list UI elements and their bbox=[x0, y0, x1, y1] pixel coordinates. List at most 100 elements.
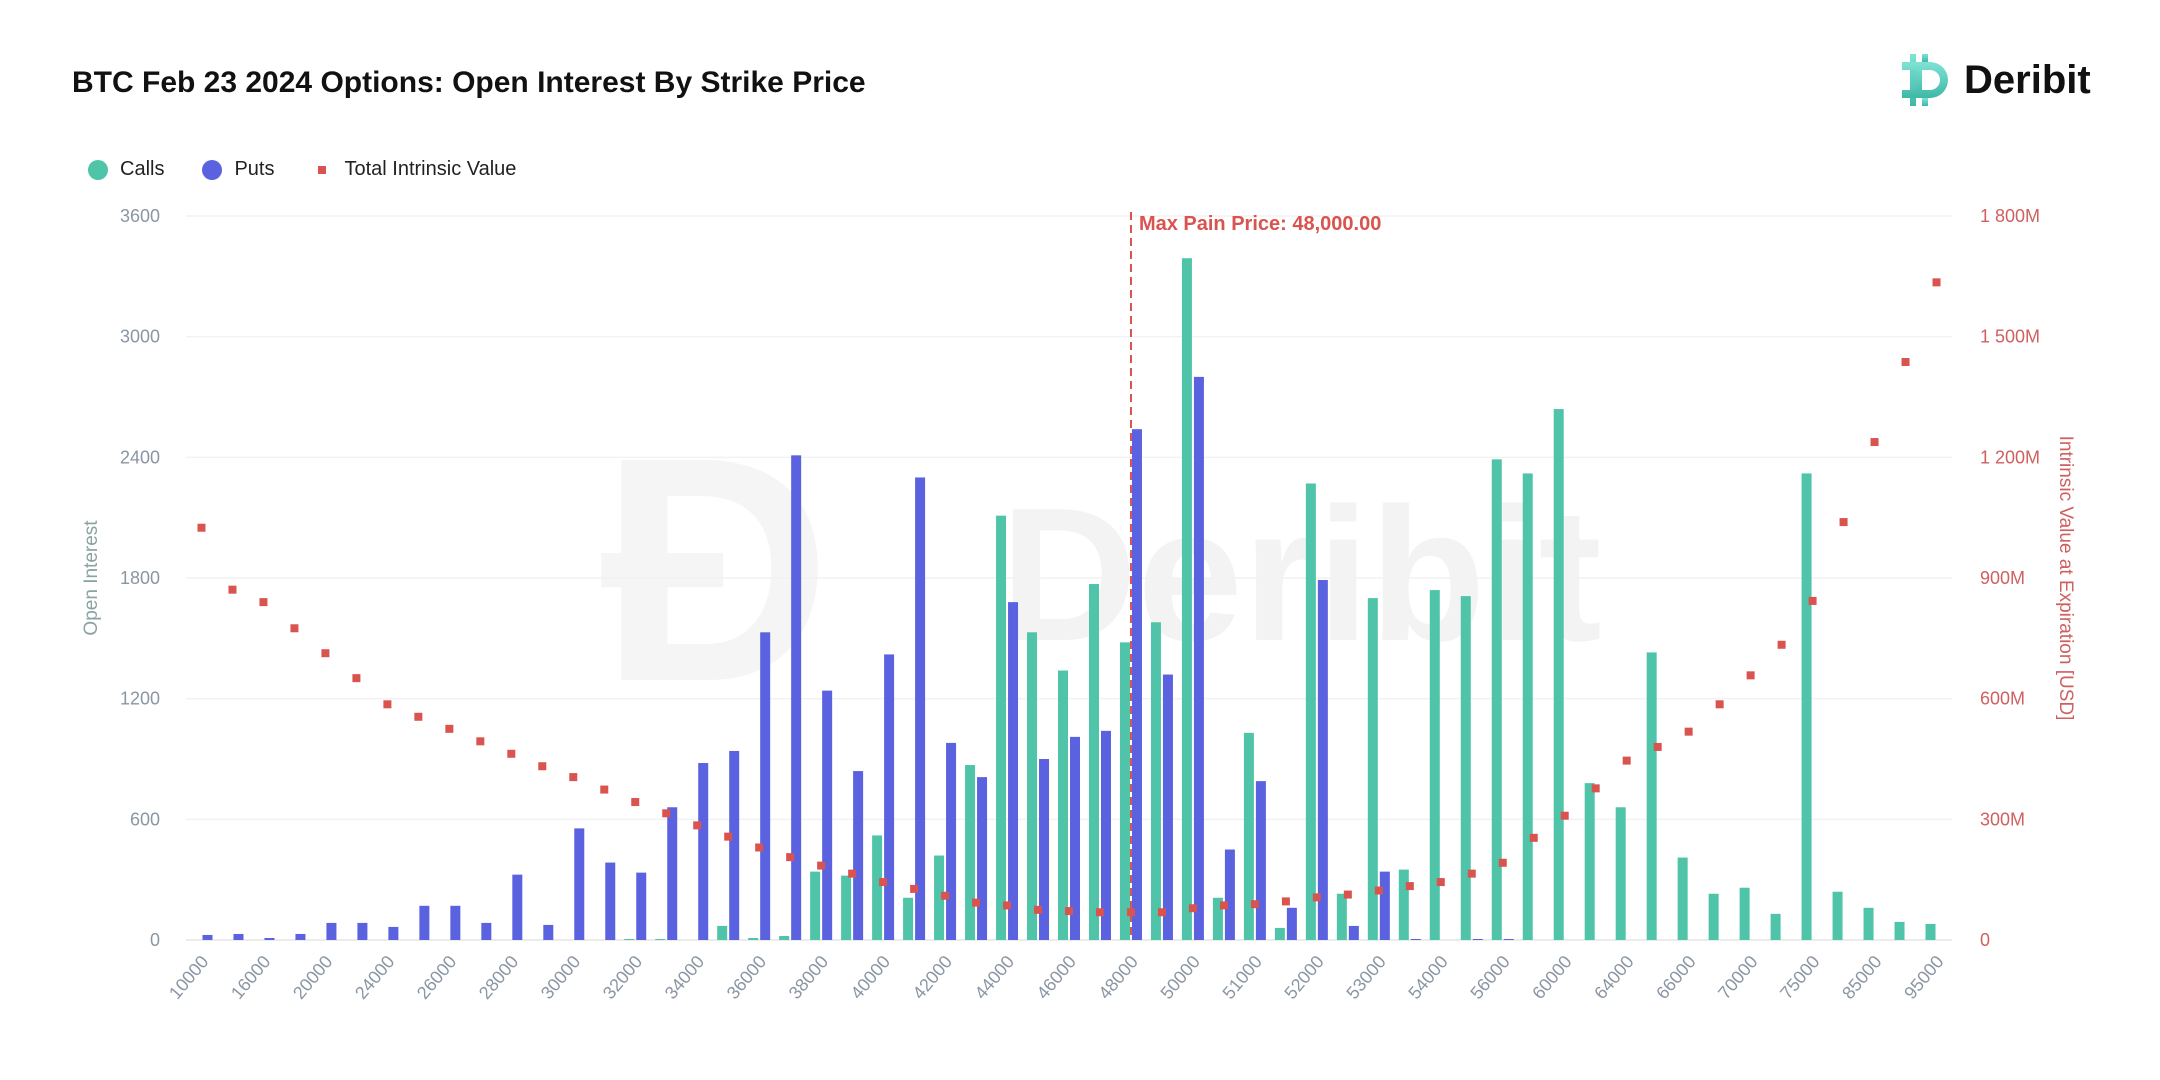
x-tick-label: 16000 bbox=[227, 952, 275, 1003]
bar-calls-66000 bbox=[1677, 857, 1688, 940]
bar-puts-15000 bbox=[233, 933, 244, 940]
x-tick-label: 44000 bbox=[971, 952, 1019, 1003]
x-tick-label: 46000 bbox=[1033, 952, 1081, 1003]
y-axis-title: Open Interest bbox=[81, 520, 102, 636]
bar-puts-51000 bbox=[1255, 781, 1266, 940]
x-tick-label: 51000 bbox=[1218, 952, 1266, 1003]
y2-tick-label: 0 bbox=[1980, 930, 1990, 950]
bar-calls-53000 bbox=[1367, 598, 1378, 940]
max-pain-label: Max Pain Price: 48,000.00 bbox=[1139, 213, 1381, 235]
bar-calls-51000 bbox=[1243, 732, 1254, 940]
bar-puts-10000 bbox=[202, 934, 213, 940]
bar-calls-75000 bbox=[1801, 473, 1812, 940]
x-tick-label: 85000 bbox=[1838, 952, 1886, 1003]
puts-swatch bbox=[202, 159, 223, 180]
x-tick-label: 10000 bbox=[165, 952, 213, 1003]
x-tick-label: 66000 bbox=[1652, 952, 1700, 1003]
y2-axis-title: Intrinsic Value at Expiration [USD] bbox=[2055, 436, 2076, 721]
point-intrinsic-53000 bbox=[1374, 886, 1383, 895]
bar-puts-24000 bbox=[388, 926, 399, 940]
point-intrinsic-39000 bbox=[848, 869, 857, 878]
bar-puts-30000 bbox=[574, 828, 585, 940]
point-intrinsic-36000 bbox=[755, 843, 764, 852]
point-intrinsic-72000 bbox=[1777, 640, 1786, 649]
bar-puts-16000 bbox=[264, 937, 275, 940]
point-intrinsic-80000 bbox=[1839, 518, 1848, 527]
point-intrinsic-62000 bbox=[1591, 784, 1600, 793]
bar-calls-50000 bbox=[1181, 258, 1192, 940]
x-tick-label: 56000 bbox=[1466, 952, 1514, 1003]
legend-label: Puts bbox=[234, 158, 275, 180]
bar-puts-52000 bbox=[1317, 580, 1328, 940]
point-intrinsic-16000 bbox=[259, 598, 268, 607]
x-tick-label: 53000 bbox=[1342, 952, 1390, 1003]
legend-item-puts[interactable]: Puts bbox=[202, 158, 274, 181]
bar-calls-45000 bbox=[1027, 632, 1038, 940]
bar-calls-64000 bbox=[1615, 807, 1626, 940]
bar-calls-58000 bbox=[1522, 473, 1533, 940]
point-intrinsic-52500 bbox=[1343, 890, 1352, 899]
bar-puts-20000 bbox=[326, 922, 337, 940]
point-intrinsic-48000 bbox=[1126, 908, 1135, 917]
x-tick-label: 40000 bbox=[847, 952, 895, 1003]
x-tick-label: 64000 bbox=[1590, 952, 1638, 1003]
y-tick-label: 600 bbox=[130, 809, 160, 829]
x-tick-label: 34000 bbox=[661, 952, 709, 1003]
y2-tick-label: 1 800M bbox=[1980, 206, 2040, 226]
bar-calls-40000 bbox=[872, 835, 883, 940]
bar-puts-38000 bbox=[822, 690, 833, 940]
bar-calls-32000 bbox=[624, 938, 635, 940]
bar-calls-62000 bbox=[1584, 783, 1595, 940]
bar-puts-51500 bbox=[1286, 907, 1297, 940]
bar-calls-36000 bbox=[748, 937, 759, 940]
bar-puts-29000 bbox=[543, 924, 554, 940]
bar-calls-50500 bbox=[1212, 897, 1223, 940]
bar-puts-48000 bbox=[1131, 429, 1142, 940]
bar-calls-46000 bbox=[1058, 670, 1068, 940]
point-intrinsic-50500 bbox=[1219, 901, 1228, 910]
bar-calls-42000 bbox=[934, 855, 945, 940]
bar-calls-51500 bbox=[1274, 927, 1285, 940]
legend-item-calls[interactable]: Calls bbox=[88, 158, 164, 181]
point-intrinsic-52000 bbox=[1312, 893, 1321, 902]
bar-calls-52000 bbox=[1305, 483, 1316, 940]
point-intrinsic-70000 bbox=[1746, 671, 1755, 680]
y-tick-label: 1200 bbox=[120, 689, 160, 709]
bar-puts-39000 bbox=[853, 771, 864, 940]
point-intrinsic-49000 bbox=[1157, 908, 1166, 917]
point-intrinsic-50000 bbox=[1188, 904, 1197, 913]
y-tick-label: 3600 bbox=[120, 206, 160, 226]
bar-puts-43000 bbox=[977, 777, 988, 940]
y-tick-label: 1800 bbox=[120, 568, 160, 588]
x-tick-label: 30000 bbox=[537, 952, 585, 1003]
point-intrinsic-58000 bbox=[1529, 833, 1538, 842]
y2-tick-label: 1 200M bbox=[1980, 447, 2040, 467]
x-tick-label: 36000 bbox=[723, 952, 771, 1003]
point-intrinsic-41000 bbox=[910, 884, 919, 893]
bar-puts-27000 bbox=[481, 922, 492, 940]
x-tick-label: 28000 bbox=[475, 952, 523, 1003]
x-tick-label: 95000 bbox=[1900, 952, 1948, 1003]
x-tick-label: 70000 bbox=[1714, 952, 1762, 1003]
bar-puts-34000 bbox=[698, 763, 709, 940]
bar-puts-40000 bbox=[884, 654, 895, 940]
bar-puts-50500 bbox=[1224, 849, 1235, 940]
x-tick-label: 52000 bbox=[1280, 952, 1328, 1003]
x-tick-label: 48000 bbox=[1095, 952, 1143, 1003]
y2-tick-label: 1 500M bbox=[1980, 327, 2040, 347]
bar-puts-45000 bbox=[1039, 759, 1050, 940]
x-tick-label: 32000 bbox=[599, 952, 647, 1003]
bar-puts-28000 bbox=[512, 874, 523, 940]
point-intrinsic-60000 bbox=[1560, 811, 1569, 820]
point-intrinsic-42000 bbox=[941, 891, 950, 900]
legend-item-intrinsic[interactable]: Total Intrinsic Value bbox=[312, 158, 516, 181]
point-intrinsic-32000 bbox=[631, 798, 640, 807]
point-intrinsic-24000 bbox=[383, 700, 392, 709]
x-tick-label: 54000 bbox=[1404, 952, 1452, 1003]
bar-calls-95000 bbox=[1925, 923, 1936, 940]
bar-calls-38000 bbox=[810, 871, 821, 940]
point-intrinsic-28000 bbox=[507, 749, 516, 758]
bar-calls-80000 bbox=[1832, 891, 1843, 940]
point-intrinsic-27000 bbox=[476, 737, 485, 746]
